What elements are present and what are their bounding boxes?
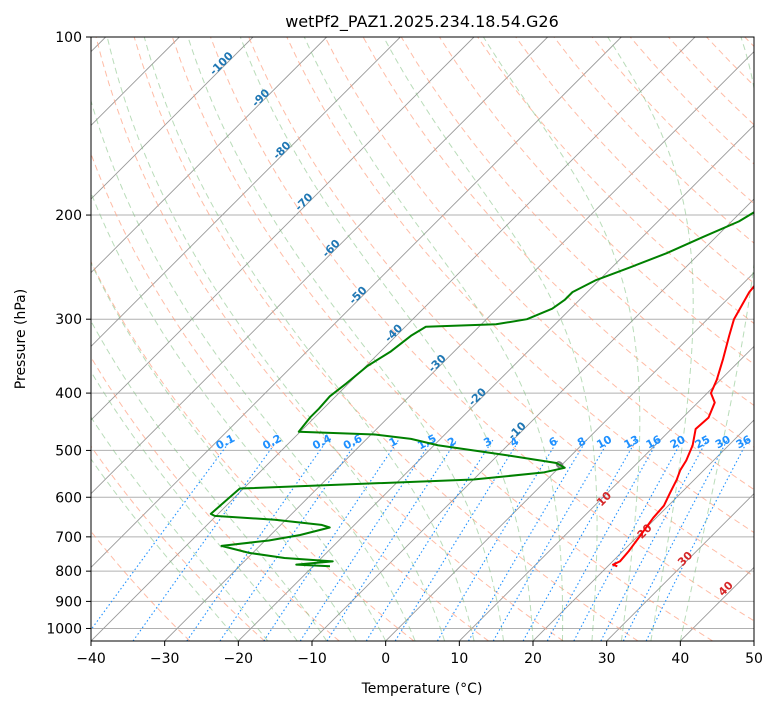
temperature-line	[612, 284, 754, 568]
dry-adiabat-line	[91, 445, 265, 641]
mixing-ratio-label: 20	[668, 433, 688, 452]
moist-adiabat-line	[679, 37, 754, 641]
mixing-ratio-line	[219, 439, 359, 641]
x-tick-label: −30	[150, 651, 180, 667]
moist-adiabat-line	[303, 37, 564, 641]
pressure-grid	[91, 37, 754, 629]
x-axis-label: Temperature (°C)	[361, 681, 483, 697]
mixing-ratio-line	[436, 439, 559, 641]
x-tick-label: 20	[524, 651, 542, 667]
axis-ticks: −40 −30 −20 −10 0 10 20 30 40 50 1000 900 800 700 600 5…	[46, 30, 763, 667]
y-tick-label: 600	[55, 490, 82, 506]
moist-adiabat-line	[91, 191, 387, 641]
isotherms	[91, 37, 754, 641]
mixing-ratio-line	[492, 439, 610, 641]
moist-adiabat-line	[106, 37, 446, 641]
mixing-ratio-line	[263, 439, 400, 641]
moist-adiabat-line	[187, 37, 505, 641]
isotherm-line	[91, 37, 622, 568]
y-tick-label: 400	[55, 386, 82, 402]
x-tick-label: −20	[224, 651, 254, 667]
moist-adiabat-line	[91, 370, 298, 641]
mixing-ratio-label: 10	[594, 433, 614, 452]
x-tick-label: 0	[381, 651, 390, 667]
y-tick-label: 200	[55, 208, 82, 224]
isotherm-line	[91, 37, 475, 421]
mixing-ratio-line	[468, 439, 587, 641]
isotherm-line	[606, 493, 754, 641]
moist-adiabat-line	[239, 37, 534, 641]
y-axis-label: Pressure (hPa)	[13, 289, 29, 389]
mixing-ratio-label: 25	[693, 433, 713, 452]
y-tick-label: 800	[55, 564, 82, 580]
y-tick-label: 300	[55, 312, 82, 328]
mixing-ratio-label: 30	[713, 433, 733, 452]
y-tick-label: 700	[55, 530, 82, 546]
y-tick-label: 1000	[46, 621, 82, 637]
dry-adiabat-line	[324, 37, 754, 491]
y-tick-label: 900	[55, 594, 82, 610]
dry-adiabat-line	[477, 37, 754, 325]
y-tick-label: 500	[55, 443, 82, 459]
isotherm-line	[91, 37, 548, 495]
dry-adiabats	[91, 37, 754, 641]
mixing-ratio-line	[546, 439, 659, 641]
mixing-ratio-line	[299, 439, 433, 641]
plot-area: 0.1 0.2 0.4 0.6 1 1.5 2 3 4 6 8 10 13 16 20 25 30 36-100-…	[91, 37, 754, 641]
dry-adiabat-line	[210, 37, 754, 622]
dry-adiabat-line	[95, 37, 564, 641]
mixing-ratio-label: 36	[734, 433, 754, 452]
y-tick-label: 100	[55, 30, 82, 46]
mixing-ratio-label: 13	[622, 433, 642, 452]
moist-adiabat-line	[91, 320, 328, 641]
x-tick-label: −10	[297, 651, 327, 667]
moist-adiabat-line	[143, 37, 475, 641]
x-tick-label: −40	[76, 651, 106, 667]
isotherm-line	[385, 272, 754, 641]
plot-frame	[90, 36, 755, 642]
mixing-ratio-label: 16	[644, 433, 664, 452]
isotherm-line	[91, 37, 696, 641]
x-tick-label: 10	[450, 651, 468, 667]
dewpoint-line	[209, 211, 754, 568]
isotherm-line	[532, 419, 754, 641]
dry-adiabat-line	[133, 37, 639, 641]
mixing-ratio-line	[394, 439, 520, 641]
isotherm-line	[459, 345, 754, 641]
dry-adiabat-line	[91, 260, 415, 641]
moist-adiabat-line	[383, 37, 598, 641]
chart-title: wetPf2_PAZ1.2025.234.18.54.G26	[285, 12, 559, 32]
moist-adiabat-line	[607, 37, 694, 641]
dry-adiabat-line	[286, 37, 754, 534]
mixing-ratio-line	[91, 439, 232, 631]
sounding-series	[209, 211, 754, 568]
isotherm-line	[91, 37, 401, 347]
mixing-ratio-line	[365, 439, 494, 641]
moist-adiabat-line	[91, 261, 357, 641]
x-tick-label: 50	[745, 651, 763, 667]
dry-adiabat-line	[515, 37, 754, 284]
x-tick-label: 40	[671, 651, 689, 667]
x-tick-label: 30	[598, 651, 616, 667]
dry-adiabat-line	[171, 37, 713, 641]
mixing-ratio-line	[522, 439, 637, 641]
dry-adiabat-line	[91, 356, 340, 641]
moist-adiabat-line	[91, 416, 269, 641]
mixing-ratio-line	[326, 439, 458, 641]
isotherm-line	[91, 37, 254, 200]
isotherm-line	[91, 37, 327, 274]
mixing-ratio-line	[645, 439, 749, 641]
moist-adiabat-line	[91, 458, 239, 641]
moist-adiabat-line	[482, 37, 641, 641]
dry-adiabat-line	[248, 37, 754, 577]
isotherm-line	[238, 124, 754, 641]
